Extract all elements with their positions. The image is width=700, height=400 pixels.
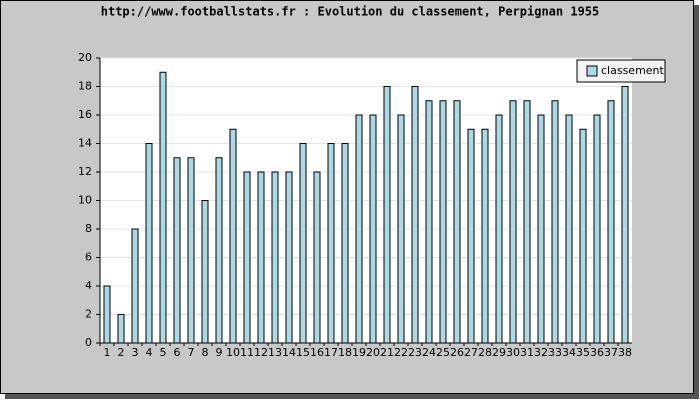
bar [453, 100, 461, 344]
legend-box [576, 59, 666, 83]
x-tick-label: 11 [240, 346, 254, 359]
bar [187, 157, 195, 344]
x-tick-label: 26 [450, 346, 464, 359]
x-tick-label: 8 [202, 346, 209, 359]
y-tick-label: 2 [85, 308, 92, 321]
bar [523, 100, 531, 344]
bar [117, 314, 125, 344]
x-tick-label: 7 [188, 346, 195, 359]
bar [369, 114, 377, 344]
bar [257, 171, 265, 344]
x-tick-label: 30 [506, 346, 520, 359]
x-tick-label: 31 [520, 346, 534, 359]
bar [145, 143, 153, 344]
bar [327, 143, 335, 344]
legend-swatch [586, 65, 598, 77]
x-tick-label: 18 [338, 346, 352, 359]
bar [271, 171, 279, 344]
bar [551, 100, 559, 344]
x-tick-label: 15 [296, 346, 310, 359]
y-tick-label: 10 [78, 194, 92, 207]
x-tick-label: 6 [174, 346, 181, 359]
bar [565, 114, 573, 344]
x-tick-label: 38 [618, 346, 632, 359]
x-tick-label: 17 [324, 346, 338, 359]
bar [495, 114, 503, 344]
bar [285, 171, 293, 344]
y-tick-label: 14 [78, 137, 92, 150]
x-tick-label: 22 [394, 346, 408, 359]
x-tick-label: 33 [548, 346, 562, 359]
x-tick-label: 13 [268, 346, 282, 359]
x-tick-label: 32 [534, 346, 548, 359]
x-tick-label: 35 [576, 346, 590, 359]
x-tick-label: 23 [408, 346, 422, 359]
x-tick-label: 10 [226, 346, 240, 359]
bar [159, 71, 167, 344]
x-tick-label: 16 [310, 346, 324, 359]
bar [607, 100, 615, 344]
y-tick-label: 0 [85, 336, 92, 349]
x-tick-label: 4 [146, 346, 153, 359]
bar [103, 285, 111, 344]
y-tick-label: 6 [85, 251, 92, 264]
bar [341, 143, 349, 344]
chart-title: http://www.footballstats.fr : Evolution … [101, 5, 600, 19]
x-tick-label: 25 [436, 346, 450, 359]
bar [579, 128, 587, 344]
x-tick-label: 27 [464, 346, 478, 359]
x-tick-label: 20 [366, 346, 380, 359]
bar [131, 228, 139, 344]
legend-label: classement [601, 64, 665, 77]
bar [621, 86, 629, 344]
bar [425, 100, 433, 344]
y-tick-label: 12 [78, 165, 92, 178]
x-tick-label: 3 [132, 346, 139, 359]
y-tick-label: 18 [78, 80, 92, 93]
y-tick-label: 4 [85, 279, 92, 292]
x-tick-label: 24 [422, 346, 436, 359]
x-tick-label: 5 [160, 346, 167, 359]
bar [509, 100, 517, 344]
x-tick-label: 29 [492, 346, 506, 359]
x-tick-label: 21 [380, 346, 394, 359]
bar [481, 128, 489, 344]
bar [397, 114, 405, 344]
bar [299, 143, 307, 344]
y-tick-label: 16 [78, 108, 92, 121]
bar [215, 157, 223, 344]
bar [411, 86, 419, 344]
x-tick-label: 9 [216, 346, 223, 359]
bar [537, 114, 545, 344]
x-tick-label: 12 [254, 346, 268, 359]
bar [383, 86, 391, 344]
x-tick-label: 14 [282, 346, 296, 359]
bar [593, 114, 601, 344]
bar [467, 128, 475, 344]
x-tick-label: 36 [590, 346, 604, 359]
bar [439, 100, 447, 344]
bar [243, 171, 251, 344]
y-tick-label: 20 [78, 51, 92, 64]
bar [313, 171, 321, 344]
y-tick-label: 8 [85, 222, 92, 235]
bar [229, 128, 237, 344]
x-tick-label: 34 [562, 346, 576, 359]
x-tick-label: 37 [604, 346, 618, 359]
x-tick-label: 19 [352, 346, 366, 359]
bar [173, 157, 181, 344]
x-tick-label: 28 [478, 346, 492, 359]
bar [355, 114, 363, 344]
x-tick-label: 2 [118, 346, 125, 359]
x-tick-label: 1 [104, 346, 111, 359]
bar [201, 200, 209, 344]
